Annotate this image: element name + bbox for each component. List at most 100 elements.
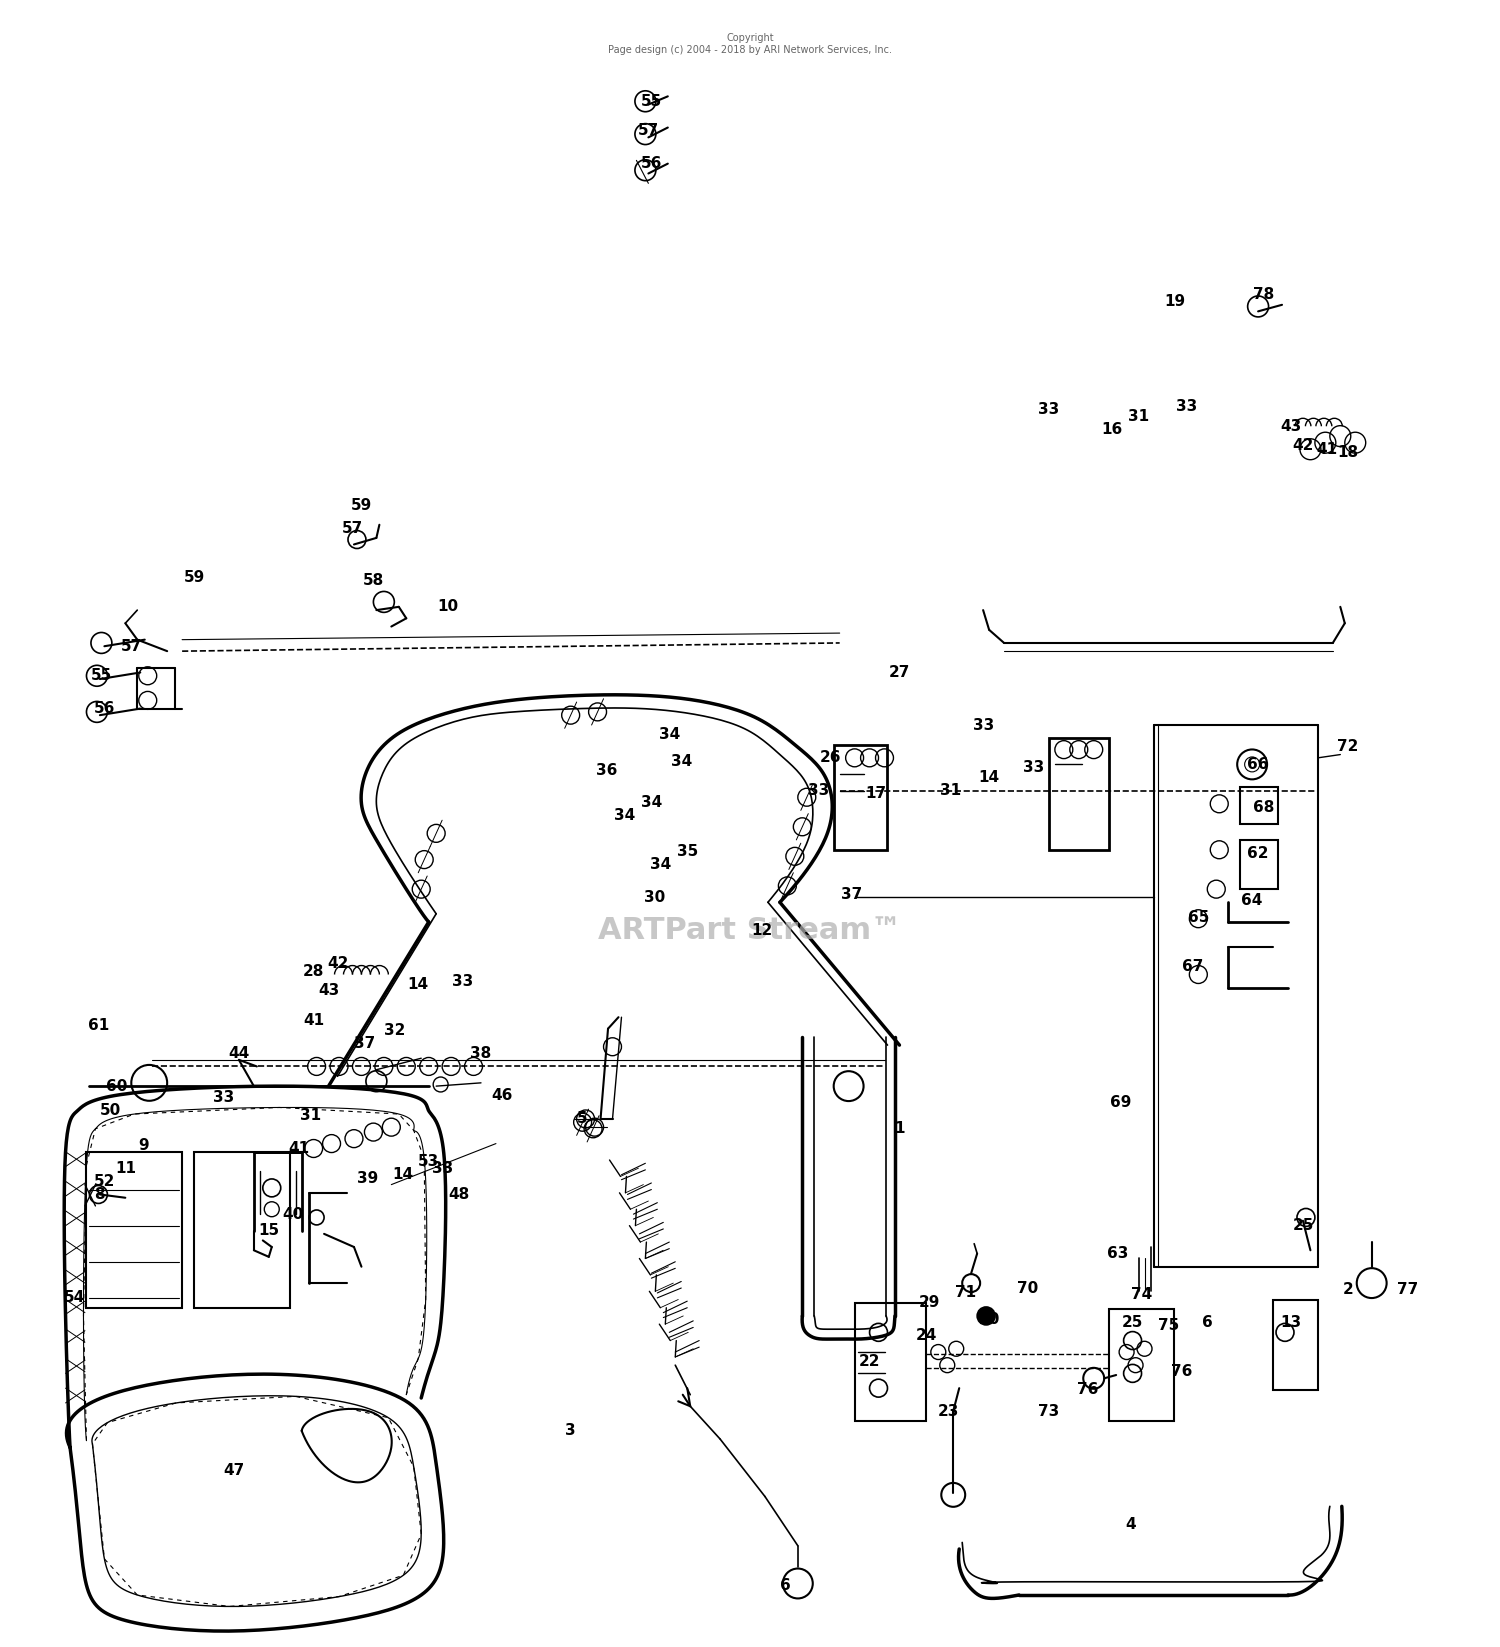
Text: 3: 3: [566, 1423, 576, 1438]
Text: 52: 52: [93, 1174, 116, 1189]
Text: 33: 33: [1176, 399, 1197, 413]
Text: 56: 56: [640, 156, 662, 171]
Text: 68: 68: [1254, 799, 1275, 815]
Text: 20: 20: [978, 1311, 1000, 1327]
Text: 22: 22: [859, 1354, 880, 1369]
Text: 17: 17: [865, 787, 886, 802]
Text: 34: 34: [670, 754, 692, 769]
Text: 50: 50: [100, 1103, 122, 1118]
Text: 76: 76: [1077, 1382, 1098, 1397]
Text: 2: 2: [1342, 1281, 1353, 1298]
Text: 29: 29: [918, 1295, 940, 1311]
Text: 43: 43: [318, 983, 339, 998]
Text: 33: 33: [432, 1161, 453, 1176]
Text: 25: 25: [1293, 1219, 1314, 1234]
Text: 12: 12: [752, 922, 772, 937]
Text: 77: 77: [1396, 1281, 1417, 1298]
Text: 38: 38: [471, 1046, 492, 1061]
Text: 26: 26: [821, 751, 842, 766]
Bar: [855, 1303, 927, 1421]
Text: 57: 57: [638, 124, 658, 138]
Text: 1: 1: [894, 1122, 904, 1136]
Text: 55: 55: [640, 94, 662, 109]
Text: 41: 41: [288, 1141, 309, 1156]
Text: 53: 53: [419, 1155, 440, 1169]
Text: 64: 64: [1242, 893, 1263, 907]
Text: 10: 10: [438, 600, 459, 614]
Text: 54: 54: [64, 1290, 86, 1306]
Bar: [834, 744, 888, 850]
Text: 46: 46: [490, 1089, 513, 1103]
Text: 33: 33: [1023, 761, 1044, 776]
Text: 57: 57: [120, 639, 142, 654]
Text: 37: 37: [354, 1036, 375, 1051]
Text: 73: 73: [1038, 1403, 1059, 1418]
Text: 76: 76: [1172, 1364, 1192, 1379]
Text: 34: 34: [640, 794, 662, 810]
Text: 37: 37: [842, 886, 862, 901]
Text: ARTPart Stream™: ARTPart Stream™: [598, 916, 902, 945]
Bar: [1274, 1299, 1318, 1390]
Text: 36: 36: [596, 764, 616, 779]
Text: 47: 47: [224, 1463, 245, 1477]
Text: 30: 30: [644, 889, 664, 904]
Text: 16: 16: [1101, 422, 1122, 436]
Text: 14: 14: [408, 977, 429, 991]
Text: 67: 67: [1182, 959, 1203, 973]
Text: 78: 78: [1254, 288, 1275, 303]
Text: 27: 27: [890, 665, 910, 680]
Text: 28: 28: [303, 963, 324, 978]
Text: 42: 42: [327, 955, 348, 970]
Text: 42: 42: [1293, 438, 1314, 453]
Text: 55: 55: [92, 669, 112, 684]
Text: 25: 25: [1122, 1314, 1143, 1331]
Text: 44: 44: [228, 1046, 249, 1061]
Text: 56: 56: [93, 702, 116, 716]
Text: 70: 70: [1017, 1280, 1038, 1296]
Text: 6: 6: [780, 1578, 790, 1593]
Text: 23: 23: [938, 1403, 960, 1418]
Text: 60: 60: [105, 1079, 128, 1094]
Text: 34: 34: [658, 728, 680, 743]
Text: 35: 35: [676, 843, 698, 858]
Text: 59: 59: [183, 570, 204, 585]
Text: 5: 5: [578, 1112, 588, 1127]
Text: 72: 72: [1336, 740, 1359, 754]
Text: 31: 31: [1128, 408, 1149, 423]
Text: Copyright
Page design (c) 2004 - 2018 by ARI Network Services, Inc.: Copyright Page design (c) 2004 - 2018 by…: [608, 33, 892, 54]
Text: 39: 39: [357, 1171, 378, 1186]
Text: 14: 14: [393, 1168, 414, 1183]
Text: 33: 33: [213, 1090, 234, 1105]
Text: 32: 32: [384, 1023, 405, 1038]
Bar: [1240, 840, 1278, 889]
Text: 66: 66: [1248, 758, 1269, 772]
Text: 59: 59: [351, 497, 372, 512]
Text: 18: 18: [1336, 445, 1359, 460]
Text: 34: 34: [650, 856, 670, 871]
Text: 41: 41: [1317, 441, 1338, 456]
Text: 43: 43: [1281, 418, 1302, 433]
Text: 63: 63: [1107, 1247, 1128, 1262]
Text: 41: 41: [303, 1013, 324, 1028]
Text: 6: 6: [1202, 1314, 1212, 1331]
Text: 74: 74: [1131, 1286, 1152, 1303]
Text: 15: 15: [258, 1224, 279, 1239]
Text: 33: 33: [972, 718, 994, 733]
Text: 14: 14: [978, 771, 999, 786]
Text: 33: 33: [453, 973, 474, 988]
Text: 69: 69: [1110, 1095, 1131, 1110]
Bar: [1048, 738, 1108, 850]
Text: 13: 13: [1281, 1314, 1302, 1331]
Bar: [87, 1151, 182, 1308]
Bar: [1108, 1309, 1174, 1421]
Text: 31: 31: [939, 784, 962, 799]
Text: 4: 4: [1126, 1517, 1137, 1532]
Text: 57: 57: [342, 520, 363, 535]
Text: 9: 9: [138, 1138, 148, 1153]
Text: 75: 75: [1158, 1318, 1179, 1334]
Text: 19: 19: [1164, 295, 1185, 310]
Text: 33: 33: [1038, 402, 1059, 417]
Text: 31: 31: [300, 1108, 321, 1123]
Text: 48: 48: [448, 1187, 470, 1202]
Text: 33: 33: [808, 784, 830, 799]
